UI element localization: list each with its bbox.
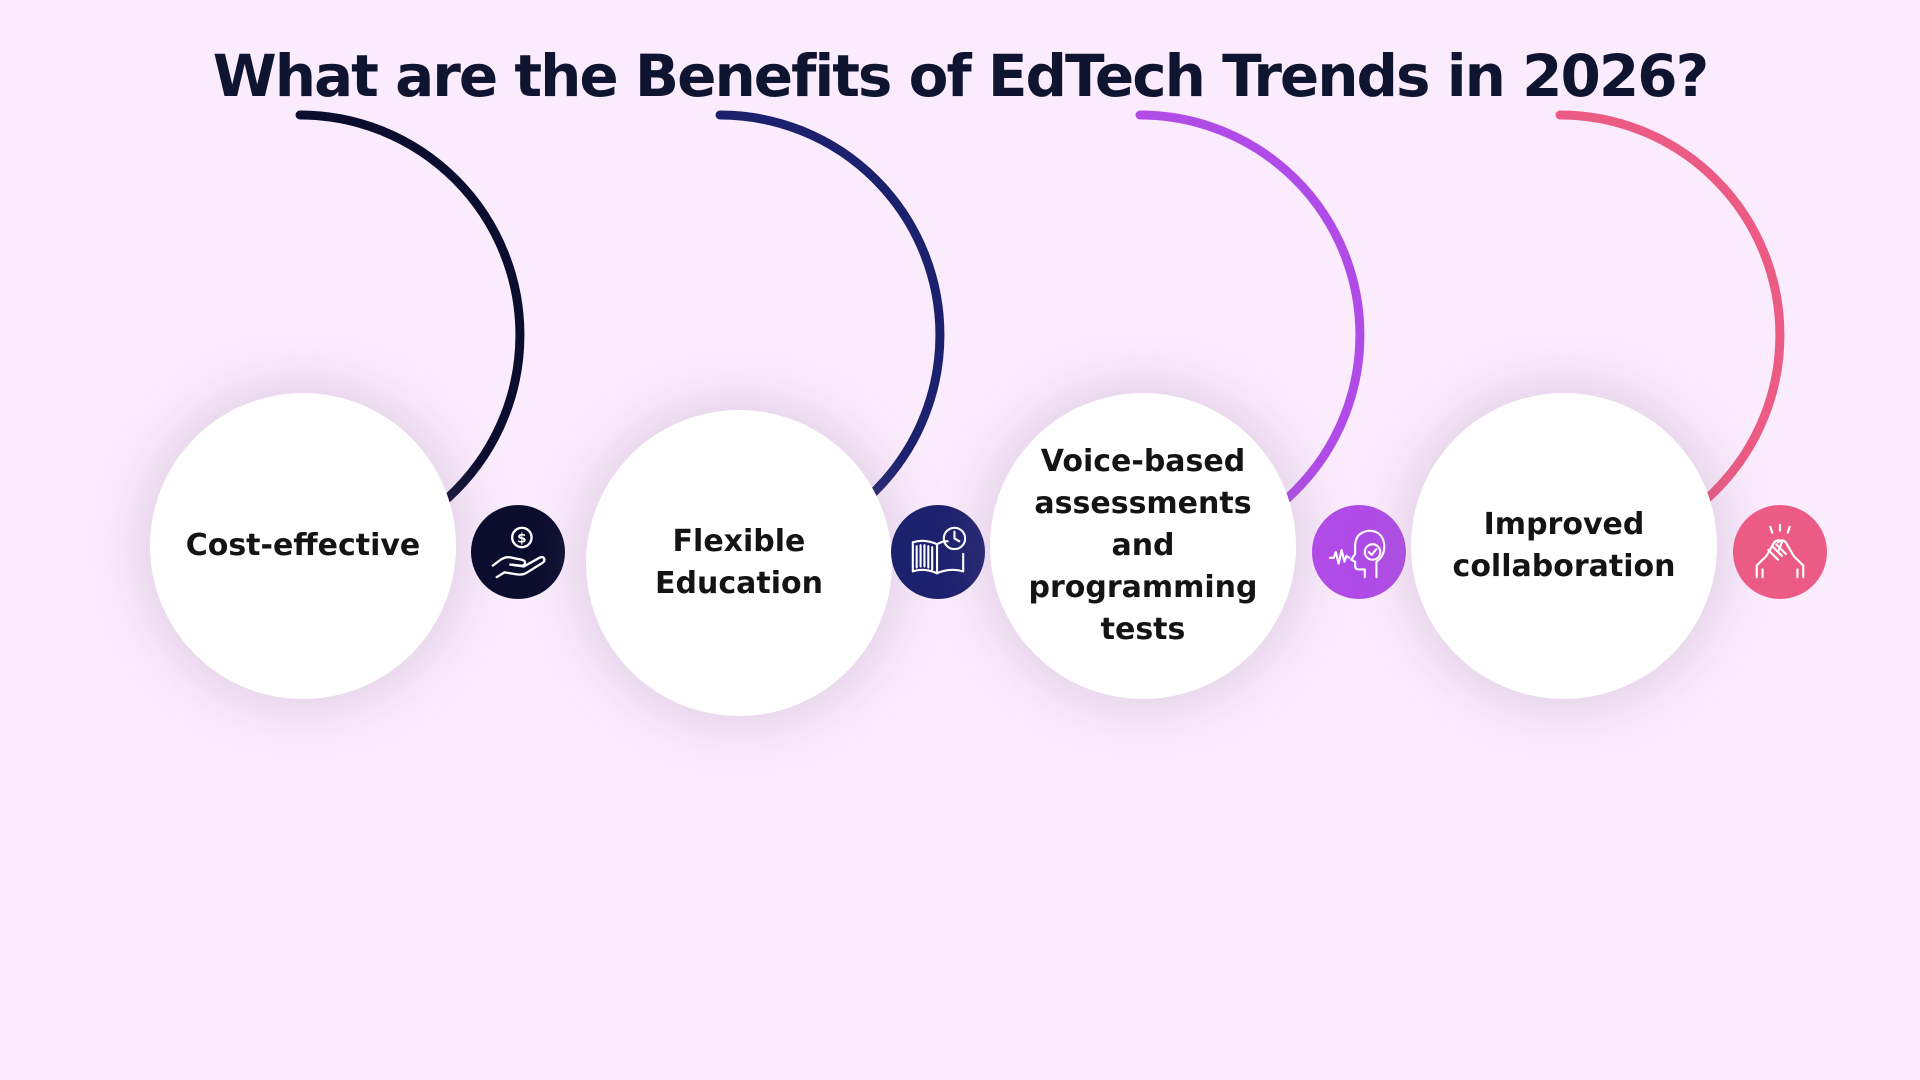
benefit-circle: Cost-effective <box>150 393 456 699</box>
benefit-label: Improved collaboration <box>1452 507 1676 584</box>
money-hand-icon: $ <box>491 526 546 579</box>
benefit-icon-badge <box>1733 505 1827 599</box>
voice-head-icon <box>1328 529 1386 579</box>
benefit-icon-badge: $ <box>471 505 565 599</box>
benefit-circle: Voice-based assessments and programming … <box>990 393 1296 699</box>
svg-text:$: $ <box>517 530 526 546</box>
benefit-label: Flexible Education <box>655 524 823 601</box>
benefit-icon-badge <box>891 505 985 599</box>
page-title: What are the Benefits of EdTech Trends i… <box>212 42 1709 110</box>
benefit-label: Voice-based assessments and programming … <box>1028 444 1258 647</box>
benefit-label: Cost-effective <box>185 528 421 563</box>
handshake-icon <box>1755 523 1805 579</box>
benefit-icon-badge <box>1312 505 1406 599</box>
benefit-circle: Flexible Education <box>586 410 892 716</box>
benefit-circle: Improved collaboration <box>1411 393 1717 699</box>
book-clock-icon <box>911 526 967 575</box>
